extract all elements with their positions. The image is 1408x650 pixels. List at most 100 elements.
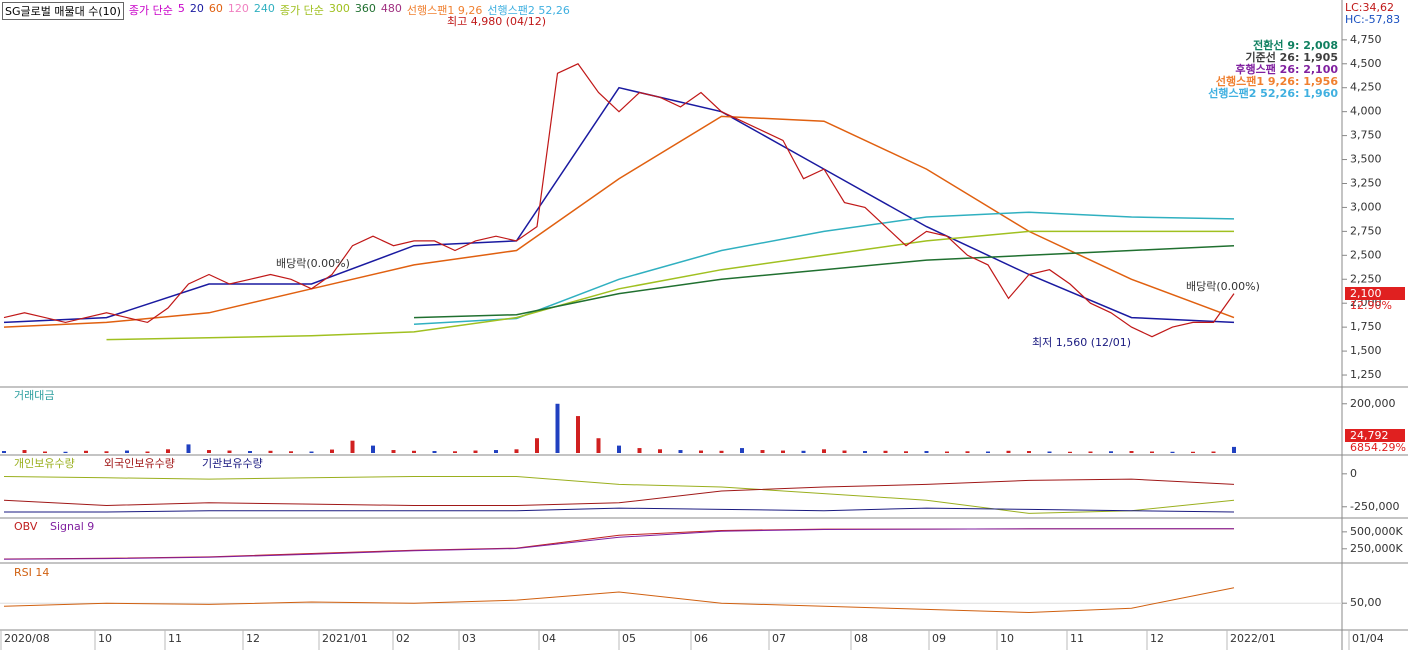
volume-bar bbox=[453, 451, 457, 453]
x-tick-label: 12 bbox=[1150, 632, 1164, 645]
moving-average bbox=[413, 211, 1235, 326]
volume-bar bbox=[186, 444, 191, 453]
legend-period: 360 bbox=[354, 2, 376, 15]
x-tick-label: 03 bbox=[462, 632, 476, 645]
legend-label: 종가 단순 bbox=[128, 4, 173, 17]
volume-bar bbox=[822, 449, 826, 453]
badge-text: 2,100 bbox=[1350, 287, 1382, 300]
volume-bar bbox=[883, 450, 888, 453]
volume-bar bbox=[842, 450, 847, 453]
annotation: 최고 4,980 (04/12) bbox=[447, 15, 546, 28]
y-tick-label: 3,500 bbox=[1350, 153, 1382, 166]
volume-bar bbox=[637, 448, 642, 453]
badge-text: 24,792 bbox=[1350, 429, 1389, 442]
volume-bar bbox=[740, 448, 744, 453]
y-tick-label: 3,250 bbox=[1350, 176, 1382, 189]
holding-line bbox=[4, 507, 1235, 513]
panel-label: 개인보유수량 bbox=[14, 457, 75, 470]
volume-bar bbox=[22, 450, 27, 453]
legend-period: 240 bbox=[253, 2, 275, 15]
volume-bar bbox=[986, 451, 990, 453]
legend-period: 60 bbox=[208, 2, 223, 15]
badge-text: 6854.29% bbox=[1350, 441, 1406, 454]
volume-bar bbox=[248, 451, 252, 453]
y-tick-label: 3,750 bbox=[1350, 129, 1382, 142]
volume-bar bbox=[1150, 451, 1154, 453]
volume-bar bbox=[1006, 450, 1011, 453]
legend-span: 선행스팬2 52,26 bbox=[487, 4, 570, 17]
volume-bar bbox=[1129, 451, 1134, 453]
y-tick-label: 4,500 bbox=[1350, 57, 1382, 70]
legend-label: 종가 단순 bbox=[279, 4, 324, 17]
y-tick-label: 1,500 bbox=[1350, 344, 1382, 357]
panel-label: Signal 9 bbox=[50, 520, 94, 533]
panel-borders bbox=[0, 386, 1408, 631]
volume-bar bbox=[781, 450, 785, 453]
y-tick-label: 50,00 bbox=[1350, 596, 1382, 609]
volume-bar bbox=[514, 449, 519, 453]
y-tick-label: 4,000 bbox=[1350, 105, 1382, 118]
holding-line bbox=[3, 476, 1235, 514]
volume-bar bbox=[145, 451, 150, 453]
volume-bar bbox=[863, 451, 867, 453]
volume-bar bbox=[1170, 451, 1175, 453]
legend-period: 5 bbox=[177, 2, 185, 15]
moving-average bbox=[413, 244, 1235, 319]
y-tick-label: 1,750 bbox=[1350, 320, 1382, 333]
volume-bar bbox=[904, 451, 908, 453]
legend: SG글로벌 매물대 수(10) 종가 단순 5 20 60 120 240 종가 단순 30… bbox=[2, 2, 570, 20]
rsi-line bbox=[3, 587, 1235, 614]
annotation: 최저 1,560 (12/01) bbox=[1032, 336, 1131, 349]
x-tick-label: 11 bbox=[1070, 632, 1084, 645]
y-tick-label: 2,750 bbox=[1350, 224, 1382, 237]
y-tick-label: 4,750 bbox=[1350, 33, 1382, 46]
annotation: 배당락(0.00%) bbox=[276, 257, 350, 270]
volume-bar bbox=[1047, 451, 1052, 453]
legend-period: 20 bbox=[189, 2, 204, 15]
volume-bar bbox=[945, 451, 949, 453]
volume-bar bbox=[699, 450, 703, 453]
y-tick-label: 250,000K bbox=[1350, 542, 1403, 555]
volume-bar bbox=[371, 445, 375, 453]
ichimoku-info: 선행스팬2 52,26: 1,960 bbox=[1208, 86, 1338, 100]
legend-period: 480 bbox=[380, 2, 402, 15]
volume-bar bbox=[535, 438, 539, 453]
x-tick-label: 09 bbox=[932, 632, 946, 645]
volume-bar bbox=[43, 451, 47, 453]
y-tick-label: 2,500 bbox=[1350, 248, 1382, 261]
x-tick-label: 2020/08 bbox=[4, 632, 50, 645]
obv-line bbox=[3, 528, 1234, 560]
volume-bar bbox=[801, 450, 806, 453]
panel-label: 기관보유수량 bbox=[202, 457, 263, 470]
legend-period: 120 bbox=[227, 2, 249, 15]
volume-bar bbox=[63, 451, 68, 453]
volume-bar bbox=[576, 416, 580, 453]
y-tick-label: -250,000 bbox=[1350, 500, 1399, 513]
ichimoku-info: 기준선 26: 1,905 bbox=[1245, 50, 1338, 64]
volume-bar bbox=[289, 451, 293, 453]
x-tick-label: 07 bbox=[772, 632, 786, 645]
volume-bar bbox=[207, 450, 211, 453]
volume-bar bbox=[678, 450, 683, 453]
volume-bar bbox=[1068, 451, 1072, 453]
panel-label: RSI 14 bbox=[14, 566, 49, 579]
x-tick-label: 05 bbox=[622, 632, 636, 645]
volume-bar bbox=[84, 450, 88, 453]
volume-bar bbox=[555, 403, 560, 453]
volume-bar bbox=[1109, 451, 1113, 453]
volume-bar bbox=[494, 450, 498, 453]
panel-label: 외국인보유수량 bbox=[104, 457, 175, 470]
volume-bar bbox=[309, 451, 314, 453]
volume-bar bbox=[125, 450, 129, 453]
price-line bbox=[3, 63, 1235, 338]
x-tick-label: 02 bbox=[396, 632, 410, 645]
volume-bar bbox=[268, 450, 273, 453]
x-tick-label: 2021/01 bbox=[322, 632, 368, 645]
y-tick-label: 500,000K bbox=[1350, 525, 1403, 538]
x-tick-label: 08 bbox=[854, 632, 868, 645]
x-tick-label: 06 bbox=[694, 632, 708, 645]
legend-span: 선행스팬1 9,26 bbox=[406, 4, 483, 17]
ichimoku-info: 선행스팬1 9,26: 1,956 bbox=[1216, 74, 1338, 88]
